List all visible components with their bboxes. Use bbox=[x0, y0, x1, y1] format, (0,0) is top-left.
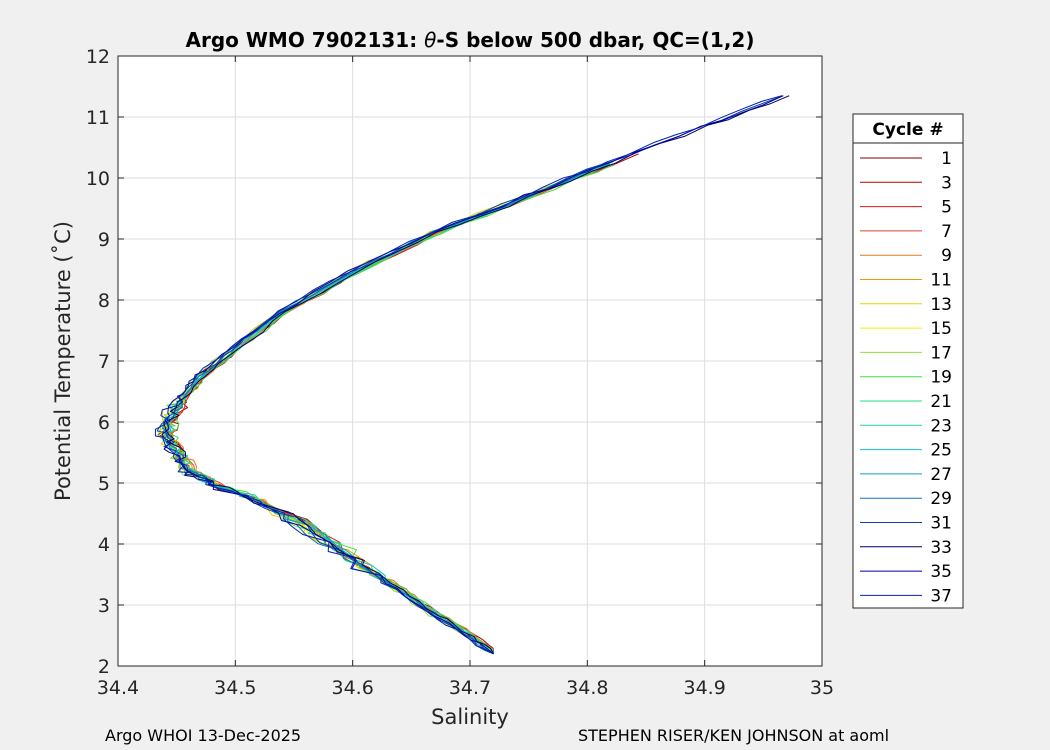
x-tick-label: 34.7 bbox=[449, 677, 491, 699]
x-tick-labels: 34.4 34.5 34.6 34.7 34.8 34.9 35 bbox=[97, 677, 834, 699]
legend-label-11: 11 bbox=[930, 271, 952, 291]
chart-title: Argo WMO 7902131: θ-S below 500 dbar, QC… bbox=[186, 28, 755, 52]
y-tick-label: 5 bbox=[98, 473, 110, 495]
legend-label-29: 29 bbox=[930, 489, 952, 509]
legend-label-17: 17 bbox=[930, 343, 952, 363]
y-tick-labels: 2 3 4 5 6 7 8 9 10 11 12 bbox=[86, 46, 110, 678]
legend-label-27: 27 bbox=[930, 465, 952, 485]
y-tick-label: 9 bbox=[98, 229, 110, 251]
x-tick-label: 34.9 bbox=[684, 677, 726, 699]
x-tick-label: 34.4 bbox=[97, 677, 139, 699]
y-axis-label: Potential Temperature (˚C) bbox=[51, 221, 75, 501]
legend-label-15: 15 bbox=[930, 319, 952, 339]
legend: Cycle # 13579111315171921232527293133353… bbox=[852, 113, 964, 609]
profile-line-cycle-33 bbox=[163, 95, 790, 655]
legend-label-9: 9 bbox=[941, 246, 952, 266]
y-tick-label: 8 bbox=[98, 290, 110, 312]
y-tick-label: 10 bbox=[86, 168, 110, 190]
x-tick-label: 34.6 bbox=[332, 677, 374, 699]
legend-label-31: 31 bbox=[930, 514, 952, 534]
x-axis-label: Salinity bbox=[431, 705, 509, 729]
y-tick-label: 11 bbox=[86, 107, 110, 129]
profile-line-cycle-37 bbox=[154, 95, 782, 655]
legend-label-13: 13 bbox=[930, 295, 952, 315]
legend-title: Cycle # bbox=[872, 120, 943, 140]
data-series bbox=[154, 95, 790, 655]
y-tick-label: 7 bbox=[98, 351, 110, 373]
legend-label-19: 19 bbox=[930, 368, 952, 388]
axis-ticks bbox=[117, 55, 823, 667]
legend-label-25: 25 bbox=[930, 441, 952, 461]
legend-label-21: 21 bbox=[930, 392, 952, 412]
y-tick-label: 3 bbox=[98, 595, 110, 617]
x-tick-label: 34.5 bbox=[214, 677, 256, 699]
y-tick-label: 4 bbox=[98, 534, 110, 556]
x-tick-label: 34.8 bbox=[566, 677, 608, 699]
footer-left: Argo WHOI 13-Dec-2025 bbox=[105, 726, 301, 745]
legend-label-35: 35 bbox=[930, 562, 952, 582]
legend-label-33: 33 bbox=[930, 538, 952, 558]
legend-label-7: 7 bbox=[941, 222, 952, 242]
x-tick-label: 35 bbox=[810, 677, 834, 699]
y-tick-label: 2 bbox=[98, 656, 110, 678]
y-tick-label: 6 bbox=[98, 412, 110, 434]
legend-label-23: 23 bbox=[930, 416, 952, 436]
y-tick-label: 12 bbox=[86, 46, 110, 68]
legend-label-3: 3 bbox=[941, 173, 952, 193]
legend-label-5: 5 bbox=[941, 198, 952, 218]
grid bbox=[118, 56, 822, 666]
footer-right: STEPHEN RISER/KEN JOHNSON at aoml bbox=[578, 726, 889, 745]
legend-label-37: 37 bbox=[930, 586, 952, 606]
legend-label-1: 1 bbox=[941, 149, 952, 169]
legend-box bbox=[852, 113, 964, 609]
